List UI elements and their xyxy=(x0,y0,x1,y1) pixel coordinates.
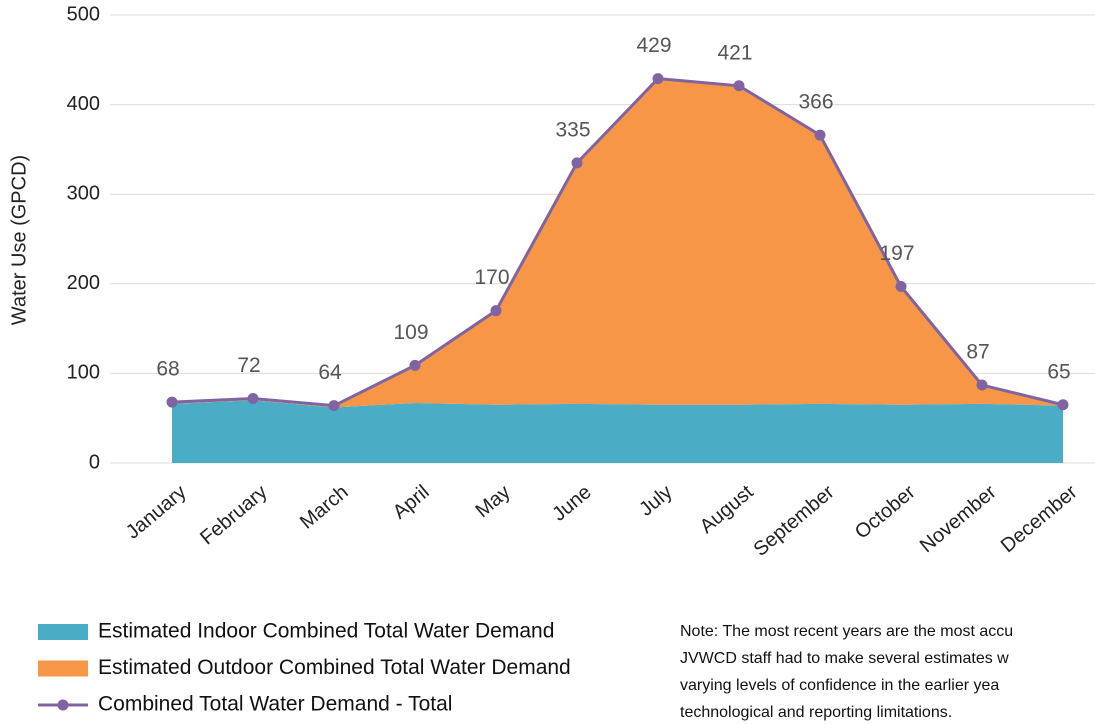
note: Note: The most recent years are the most… xyxy=(680,623,1013,640)
data-label: 72 xyxy=(237,354,260,377)
marker xyxy=(409,359,421,371)
note: varying levels of confidence in the earl… xyxy=(680,677,999,694)
legend-label: Estimated Indoor Combined Total Water De… xyxy=(98,620,554,643)
x-tick-label: April xyxy=(389,481,434,524)
area xyxy=(172,78,1063,408)
legend-marker xyxy=(57,699,69,711)
data-label: 109 xyxy=(393,321,428,344)
x-tick-label: December xyxy=(997,481,1082,557)
y-tick-label: 0 xyxy=(89,451,100,473)
data-label: 64 xyxy=(318,361,342,384)
marker xyxy=(571,157,583,169)
note: JVWCD staff had to make several estimate… xyxy=(680,650,1009,667)
x-tick-label: July xyxy=(635,481,676,521)
marker xyxy=(652,73,664,85)
data-label: 87 xyxy=(966,341,989,364)
y-axis-label: Water Use (GPCD) xyxy=(8,155,30,325)
legend-swatch xyxy=(38,660,88,677)
line xyxy=(171,77,1064,408)
legend-label: Estimated Outdoor Combined Total Water D… xyxy=(98,656,571,679)
marker xyxy=(895,280,907,292)
data-label: 335 xyxy=(555,118,590,141)
data-label: 429 xyxy=(636,34,671,57)
marker xyxy=(490,305,502,317)
x-tick-label: June xyxy=(548,481,595,526)
data-label: 65 xyxy=(1047,360,1070,383)
y-tick-label: 500 xyxy=(67,3,100,25)
marker xyxy=(1057,399,1069,411)
x-tick-label: May xyxy=(472,481,515,522)
data-label: 421 xyxy=(717,41,752,64)
marker xyxy=(166,396,178,408)
data-label: 197 xyxy=(879,242,914,265)
y-tick-label: 300 xyxy=(67,182,100,204)
marker xyxy=(328,400,340,412)
marker xyxy=(976,379,988,391)
x-tick-label: November xyxy=(916,481,1001,557)
y-tick-label: 100 xyxy=(67,362,100,384)
x-tick-label: October xyxy=(851,481,920,544)
x-tick-label: August xyxy=(696,481,758,538)
legend-swatch xyxy=(38,624,88,640)
y-tick-label: 200 xyxy=(67,272,100,294)
note: technological and reporting limitations. xyxy=(680,704,952,721)
x-tick-label: September xyxy=(750,481,839,561)
data-label: 170 xyxy=(474,266,509,289)
marker xyxy=(733,80,745,92)
marker xyxy=(814,129,826,141)
y-tick-label: 400 xyxy=(67,93,100,115)
area xyxy=(172,400,1063,463)
data-label: 366 xyxy=(798,91,833,114)
legend-label: Combined Total Water Demand - Total xyxy=(98,693,452,716)
x-tick-label: March xyxy=(296,481,353,534)
x-tick-label: January xyxy=(122,481,191,544)
marker xyxy=(247,392,259,404)
data-label: 68 xyxy=(156,358,179,381)
x-tick-label: February xyxy=(196,481,271,549)
